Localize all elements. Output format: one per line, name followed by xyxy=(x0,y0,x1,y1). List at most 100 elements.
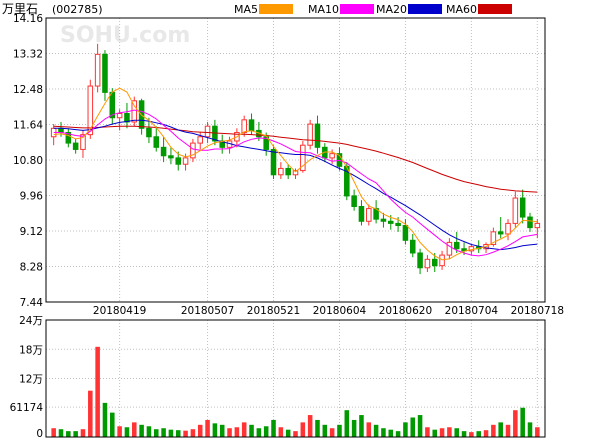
candle-body xyxy=(387,220,394,224)
candle-body xyxy=(87,85,94,136)
price-tick-label: 14.16 xyxy=(13,13,43,25)
volume-bar xyxy=(322,424,328,437)
candle-body xyxy=(241,119,247,134)
stock-name: 万里石 xyxy=(2,2,38,16)
volume-bar xyxy=(175,430,181,437)
candle-body xyxy=(292,170,299,176)
price-tick-label: 9.12 xyxy=(20,226,43,238)
volume-bar xyxy=(520,407,525,437)
volume-bar xyxy=(168,429,174,437)
volume-bar xyxy=(183,430,188,437)
legend-swatch xyxy=(259,4,293,14)
price-tick-label: 9.96 xyxy=(20,191,44,203)
volume-bar xyxy=(513,410,518,437)
volume-bar xyxy=(307,415,313,437)
volume-bar xyxy=(447,427,452,437)
date-tick-label: 20180704 xyxy=(445,305,499,317)
legend-label: MA5 xyxy=(234,3,258,16)
date-tick-label: 20180718 xyxy=(511,305,564,317)
volume-tick-label: 0 xyxy=(36,428,43,440)
volume-tick-label: 24万 xyxy=(19,315,43,327)
volume-bar xyxy=(366,422,372,437)
ma5-line xyxy=(53,87,538,261)
date-tick-label: 20180620 xyxy=(379,305,432,317)
volume-bar xyxy=(205,419,210,437)
price-tick-label: 12.48 xyxy=(13,84,43,96)
candle-body xyxy=(409,239,416,254)
volume-frame xyxy=(45,319,546,438)
volume-bar xyxy=(285,429,291,437)
legend-swatch xyxy=(478,4,512,14)
volume-bar xyxy=(432,429,438,437)
price-tick-label: 11.64 xyxy=(13,120,43,132)
price-tick-label: 8.28 xyxy=(20,262,43,274)
volume-bar xyxy=(417,415,423,437)
volume-bar xyxy=(102,402,108,437)
volume-bar xyxy=(535,427,540,437)
candle-body xyxy=(58,127,64,134)
date-tick-label: 20180521 xyxy=(247,305,300,317)
candle-body xyxy=(153,136,160,148)
candle-body xyxy=(512,197,519,224)
volume-bar xyxy=(344,410,350,437)
candle-body xyxy=(351,195,357,207)
volume-bar xyxy=(300,422,306,437)
candle-body xyxy=(168,155,174,159)
candle-body xyxy=(366,208,372,222)
volume-bar xyxy=(469,432,474,437)
volume-bar xyxy=(219,424,225,437)
date-tick-label: 20180604 xyxy=(313,305,367,317)
price-tick-label: 13.32 xyxy=(13,49,43,61)
volume-bar xyxy=(359,415,364,437)
candle-body xyxy=(65,132,72,144)
ma10-line xyxy=(53,109,538,257)
candle-body xyxy=(417,252,423,269)
candle-body xyxy=(497,231,504,235)
volume-bar xyxy=(249,424,254,437)
candle-body xyxy=(124,113,130,123)
volume-bar xyxy=(278,427,284,437)
candle-body xyxy=(285,167,291,176)
volume-tick-label: 12万 xyxy=(19,374,43,386)
legend-label: MA20 xyxy=(376,3,407,16)
volume-bar xyxy=(95,346,100,437)
volume-bar xyxy=(491,424,496,437)
price-tick-label: 10.80 xyxy=(13,155,43,167)
candle-body xyxy=(197,136,204,144)
candle-body xyxy=(72,142,79,150)
volume-bar xyxy=(410,417,416,437)
legend-swatch xyxy=(340,4,374,14)
volume-bar xyxy=(373,424,379,437)
date-tick-label: 20180507 xyxy=(181,305,234,317)
volume-bar xyxy=(381,428,386,437)
volume-bar xyxy=(73,431,78,437)
candle-body xyxy=(80,134,86,150)
candle-body xyxy=(519,197,526,218)
volume-bar xyxy=(351,419,357,437)
candle-body xyxy=(329,153,335,159)
candle-body xyxy=(278,167,284,176)
ma20-line xyxy=(53,119,538,251)
candle-body xyxy=(131,100,138,123)
volume-bar xyxy=(227,428,232,437)
volume-bar xyxy=(461,431,467,437)
candle-body xyxy=(424,258,431,269)
volume-bar xyxy=(132,422,137,437)
volume-bar xyxy=(161,428,166,437)
candle-body xyxy=(248,119,255,131)
volume-bar xyxy=(197,424,203,437)
volume-bar xyxy=(110,412,115,437)
legend-label: MA60 xyxy=(446,3,477,16)
candle-body xyxy=(300,144,306,172)
candle-body xyxy=(146,127,152,138)
candle-body xyxy=(175,157,182,165)
volume-bar xyxy=(337,424,342,437)
volume-bar xyxy=(315,419,320,437)
stock-code: (002785) xyxy=(52,3,103,16)
candle-body xyxy=(490,231,497,246)
candle-body xyxy=(534,222,541,229)
candle-body xyxy=(431,258,438,267)
legend-swatch xyxy=(408,4,442,14)
candle-body xyxy=(94,53,101,87)
volume-bar xyxy=(476,431,481,437)
